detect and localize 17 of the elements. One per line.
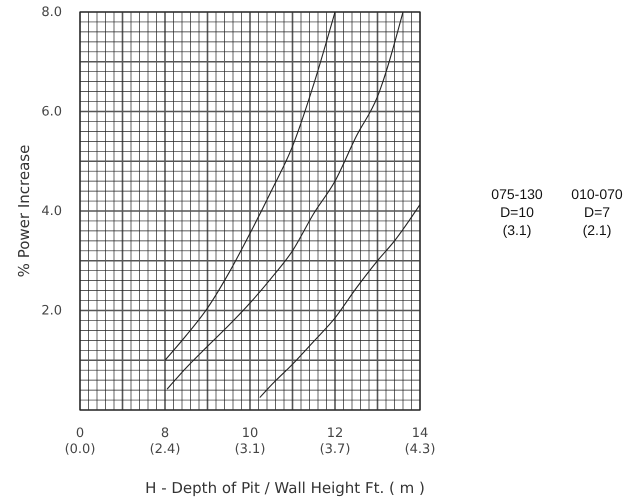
y-axis-title: % Power Increase bbox=[15, 144, 33, 278]
text: 075-130 D=10 (3.1) bbox=[491, 186, 543, 238]
x2-tick-label: (2.4) bbox=[150, 442, 180, 457]
text: 010-070 D=7 (2.1) bbox=[571, 186, 623, 238]
x2-tick-label: (4.3) bbox=[404, 442, 436, 457]
y-tick-label: 8.0 bbox=[41, 5, 62, 20]
text: 0 (0.0) bbox=[64, 426, 96, 457]
y-tick-label: 2.0 bbox=[41, 304, 62, 318]
y-tick-label: 4.0 bbox=[41, 204, 62, 219]
x2-tick-label: (3.1) bbox=[234, 442, 266, 457]
x-tick-label: 12 bbox=[326, 426, 344, 441]
x-axis-title: H - Depth of Pit / Wall Height Ft. ( m ) bbox=[145, 479, 425, 497]
y-tick-label: 6.0 bbox=[41, 104, 62, 120]
x2-tick-label: (3.7) bbox=[320, 442, 350, 457]
x-tick-label: 10 bbox=[242, 426, 258, 441]
x-tick-label: 14 bbox=[412, 426, 428, 441]
x-tick-label: 8 bbox=[160, 426, 170, 441]
